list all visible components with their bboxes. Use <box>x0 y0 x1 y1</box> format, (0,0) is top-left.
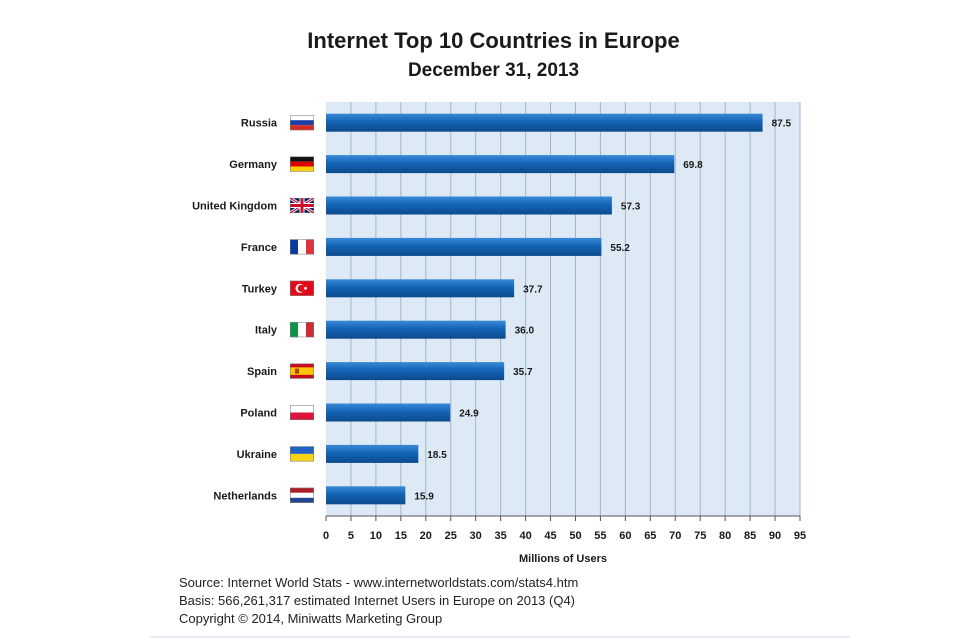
category-label: Russia <box>241 118 278 130</box>
bar <box>326 237 602 256</box>
flag-spain-icon <box>290 363 314 379</box>
category-labels: Russia Germany United Kingdom France Turkey I… <box>192 118 278 503</box>
category-label: Germany <box>229 159 278 171</box>
value-label: 55.2 <box>610 243 630 254</box>
value-label: 37.7 <box>523 284 543 295</box>
category-label: France <box>241 242 277 254</box>
footer-copyright: Copyright © 2014, Miniwatts Marketing Gr… <box>179 611 443 626</box>
value-label: 24.9 <box>459 409 479 420</box>
footer-source: Source: Internet World Stats - www.inter… <box>179 575 579 590</box>
category-label: Spain <box>247 366 277 378</box>
flag-poland-icon <box>290 405 314 420</box>
flag-ukraine-icon <box>290 446 314 462</box>
flag-italy-icon <box>290 322 314 338</box>
value-label: 15.9 <box>414 491 434 502</box>
tick-label: 30 <box>470 530 482 542</box>
flag-netherlands-icon <box>290 487 314 503</box>
flag-germany-icon <box>290 156 314 172</box>
x-axis-ticks: 0 5 10 15 20 25 30 35 40 45 50 55 60 65 70 75 80 85 90 95 <box>323 516 806 542</box>
tick-label: 10 <box>370 530 382 542</box>
flag-france-icon <box>290 239 314 255</box>
bar <box>326 320 506 339</box>
value-label: 18.5 <box>427 450 447 461</box>
tick-label: 85 <box>744 530 756 542</box>
tick-label: 0 <box>323 530 329 542</box>
footer-basis: Basis: 566,261,317 estimated Internet Us… <box>179 593 576 608</box>
tick-label: 70 <box>669 530 681 542</box>
flag-turkey-icon <box>290 280 314 296</box>
tick-label: 20 <box>420 530 432 542</box>
bar-chart: 0 5 10 15 20 25 30 35 40 45 50 55 60 65 70 75 80 85 90 95 R… <box>192 102 806 565</box>
tick-label: 15 <box>395 530 407 542</box>
category-label: Italy <box>255 325 278 337</box>
category-label: United Kingdom <box>192 201 277 213</box>
chart-subtitle: December 31, 2013 <box>407 60 580 81</box>
tick-label: 35 <box>495 530 507 542</box>
tick-label: 45 <box>544 530 556 542</box>
category-label: Netherlands <box>213 490 277 502</box>
x-axis-label: Millions of Users <box>519 553 607 565</box>
bar <box>326 444 419 463</box>
category-label: Turkey <box>242 283 278 295</box>
tick-label: 5 <box>348 530 354 542</box>
chart-title: Internet Top 10 Countries in Europe <box>307 28 680 53</box>
tick-label: 80 <box>719 530 731 542</box>
bar <box>326 196 612 215</box>
divider <box>150 636 850 638</box>
value-label: 35.7 <box>513 367 533 378</box>
value-label: 57.3 <box>621 202 641 213</box>
bar <box>326 486 406 505</box>
value-labels: 87.5 69.8 57.3 55.2 37.7 36.0 35.7 24.9 18.5 15.9 <box>414 119 791 503</box>
tick-label: 50 <box>569 530 581 542</box>
bar <box>326 155 675 174</box>
tick-label: 40 <box>519 530 531 542</box>
flag-russia-icon <box>290 115 314 131</box>
tick-label: 90 <box>769 530 781 542</box>
tick-label: 65 <box>644 530 656 542</box>
category-label: Ukraine <box>237 449 277 461</box>
flag-united-kingdom-icon <box>289 196 315 215</box>
category-label: Poland <box>240 408 277 420</box>
tick-label: 55 <box>594 530 606 542</box>
tick-label: 95 <box>794 530 806 542</box>
bar <box>326 362 505 381</box>
bar <box>326 403 451 422</box>
value-label: 69.8 <box>683 160 703 171</box>
bar <box>326 113 763 132</box>
value-label: 87.5 <box>772 119 792 130</box>
value-label: 36.0 <box>515 326 535 337</box>
bars <box>326 113 763 505</box>
tick-label: 75 <box>694 530 706 542</box>
country-flags <box>289 115 315 503</box>
tick-label: 60 <box>619 530 631 542</box>
tick-label: 25 <box>445 530 457 542</box>
bar <box>326 279 515 298</box>
